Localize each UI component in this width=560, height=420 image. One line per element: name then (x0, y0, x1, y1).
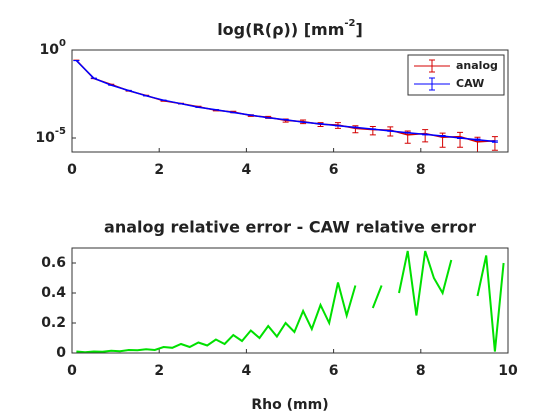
x-tick-label: 2 (154, 162, 164, 178)
x-tick-label: 4 (242, 363, 252, 379)
y-tick-label: 10-5 (35, 126, 66, 146)
y-tick-label: 0.2 (41, 315, 66, 331)
x-tick-label: 0 (67, 162, 77, 178)
legend-box (407, 54, 505, 96)
axes-box (71, 247, 509, 354)
series-line (75, 60, 495, 143)
x-tick-label: 10 (498, 363, 518, 379)
legend-label: CAW (456, 77, 484, 90)
axes-box (71, 49, 509, 153)
x-tick-label: 0 (67, 363, 77, 379)
error-bar (369, 125, 376, 136)
legend-symbol (414, 59, 450, 73)
x-tick-label: 6 (329, 162, 339, 178)
x-axis-label: Rho (mm) (251, 397, 328, 413)
x-tick-label: 2 (154, 363, 164, 379)
chart-title: log(R(ρ)) [mm-2] (217, 18, 363, 39)
y-tick-label: 0.4 (41, 285, 66, 301)
plot-content (76, 250, 505, 353)
legend-label: analog (456, 59, 498, 72)
y-tick-label: 0.6 (41, 255, 66, 271)
error-bar (422, 129, 429, 143)
x-tick-label: 8 (416, 162, 426, 178)
error-bar (491, 136, 498, 151)
chart-title: analog relative error - CAW relative err… (104, 218, 476, 237)
legend-symbol (414, 77, 450, 91)
plot-area (72, 248, 508, 353)
error-bar (457, 131, 464, 148)
x-tick-label: 4 (242, 162, 252, 178)
series-line (76, 250, 505, 353)
y-tick-label: 100 (40, 38, 66, 58)
x-tick-label: 8 (416, 363, 426, 379)
plot-content (73, 59, 498, 152)
y-tick-label: 0 (56, 345, 66, 361)
x-tick-label: 6 (329, 363, 339, 379)
